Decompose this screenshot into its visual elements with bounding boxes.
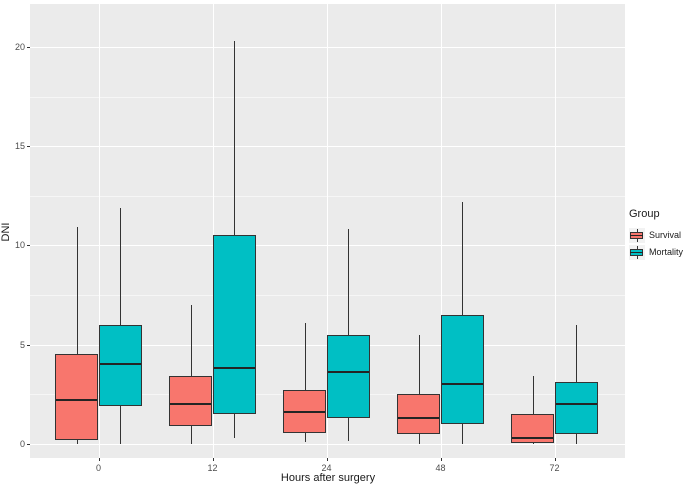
legend-key-median [630, 234, 643, 236]
legend-key-icon [629, 244, 645, 260]
legend-item-label: Mortality [649, 247, 684, 257]
whisker-upper-survival-48 [418, 334, 420, 395]
whisker-upper-survival-72 [532, 376, 534, 414]
legend-title: Group [629, 208, 660, 220]
whisker-lower-mortality-48 [462, 423, 464, 444]
y-tick-label: 15 [14, 141, 25, 152]
gridline-category [212, 4, 214, 458]
median-mortality-24 [327, 371, 369, 374]
plot-panel [30, 4, 625, 458]
x-axis-tick [440, 458, 442, 461]
y-tick-label: 10 [14, 240, 25, 251]
whisker-upper-mortality-0 [120, 207, 122, 325]
whisker-lower-mortality-0 [120, 406, 122, 444]
gridline-minor [30, 294, 625, 296]
whisker-upper-mortality-72 [576, 324, 578, 383]
legend-key-icon [629, 227, 645, 243]
box-mortality-0 [98, 324, 142, 406]
x-tick-label: 48 [435, 463, 446, 473]
median-mortality-12 [213, 367, 255, 370]
gridline-major [30, 443, 625, 445]
whisker-lower-mortality-72 [576, 433, 578, 444]
box-mortality-12 [212, 235, 256, 414]
whisker-upper-survival-12 [190, 304, 192, 377]
whisker-lower-mortality-12 [234, 413, 236, 438]
y-axis-tick [27, 443, 30, 445]
box-mortality-72 [554, 382, 598, 434]
legend-key-median [630, 251, 643, 253]
x-axis-tick [98, 458, 100, 461]
y-tick-label: 5 [19, 339, 25, 350]
median-survival-0 [56, 399, 98, 402]
whisker-lower-survival-48 [418, 433, 420, 444]
x-tick-label: 12 [207, 463, 218, 473]
gridline-minor [30, 195, 625, 197]
y-axis-tick [27, 46, 30, 48]
y-axis-tick [27, 344, 30, 346]
whisker-lower-survival-72 [532, 442, 534, 444]
gridline-major [30, 146, 625, 148]
whisker-lower-survival-12 [190, 425, 192, 444]
median-survival-24 [284, 410, 326, 413]
median-mortality-72 [555, 403, 597, 406]
x-axis-tick [326, 458, 328, 461]
gridline-category [98, 4, 100, 458]
gridline-major [30, 46, 625, 48]
y-axis-tick [27, 146, 30, 148]
y-axis-title: DNI [0, 222, 12, 242]
whisker-upper-survival-24 [304, 322, 306, 391]
box-survival-0 [55, 354, 99, 440]
x-axis-tick [554, 458, 556, 461]
box-survival-48 [397, 394, 441, 434]
median-survival-48 [398, 416, 440, 419]
median-survival-12 [170, 403, 212, 406]
x-tick-label: 24 [321, 463, 332, 473]
box-mortality-24 [326, 334, 370, 418]
whisker-upper-mortality-24 [348, 229, 350, 335]
box-survival-12 [169, 376, 213, 426]
gridline-minor [30, 96, 625, 98]
gridline-category [440, 4, 442, 458]
x-tick-label: 72 [549, 463, 560, 473]
y-tick-label: 0 [19, 438, 25, 449]
y-axis-tick [27, 245, 30, 247]
whisker-upper-mortality-12 [234, 40, 236, 236]
gridline-category [326, 4, 328, 458]
x-tick-label: 0 [95, 463, 101, 473]
whisker-lower-survival-24 [304, 432, 306, 442]
legend: Group Survival Mortality [629, 208, 683, 261]
box-mortality-48 [440, 314, 484, 424]
median-survival-72 [512, 436, 554, 439]
whisker-upper-mortality-48 [462, 201, 464, 315]
legend-item-label: Survival [649, 230, 682, 240]
legend-items: Survival Mortality [629, 227, 683, 260]
gridline-category [554, 4, 556, 458]
median-mortality-48 [441, 383, 483, 386]
whisker-lower-mortality-24 [348, 417, 350, 441]
x-axis-title: Hours after surgery [280, 472, 376, 484]
legend-item-survival: Survival [629, 227, 683, 243]
whisker-lower-survival-0 [76, 439, 78, 444]
x-axis-tick [212, 458, 214, 461]
gridline-major [30, 245, 625, 247]
whisker-upper-survival-0 [76, 227, 78, 355]
legend-item-mortality: Mortality [629, 244, 683, 260]
y-tick-label: 20 [14, 41, 25, 52]
median-mortality-0 [99, 363, 141, 366]
